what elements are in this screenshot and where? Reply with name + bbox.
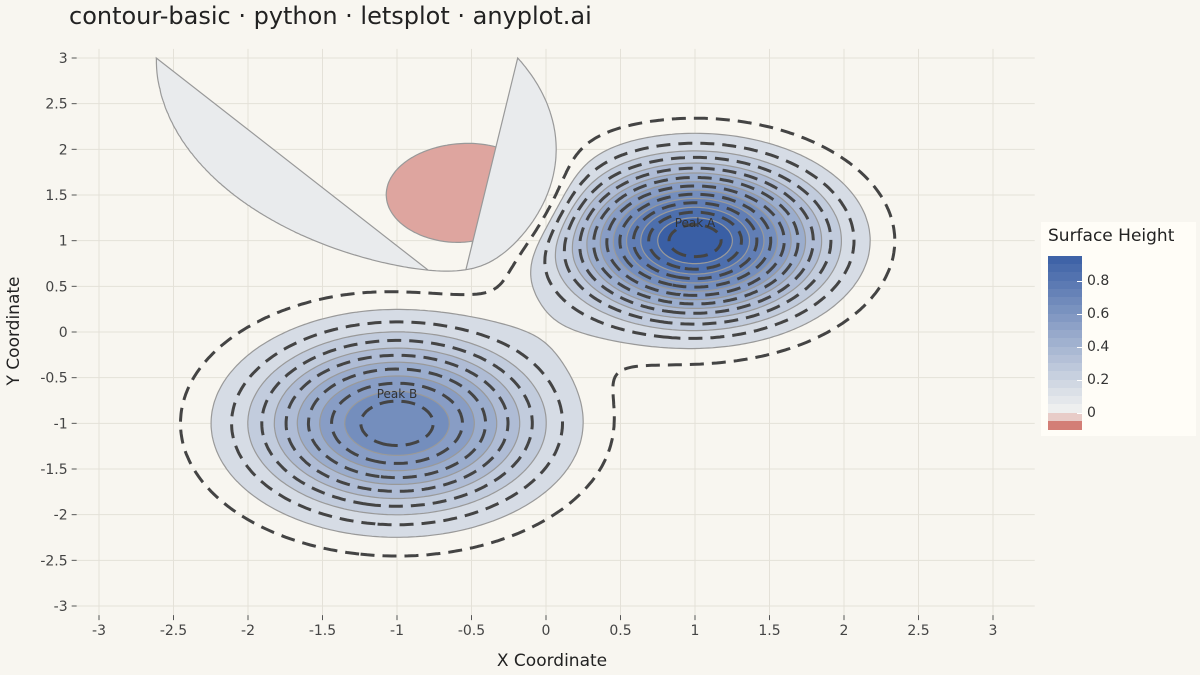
y-tick-label: -1: [54, 416, 68, 432]
y-tick-label: -1.5: [40, 462, 67, 478]
legend-color-band: [1048, 330, 1082, 339]
peak-label: Peak A: [675, 216, 716, 230]
legend-color-band: [1048, 264, 1082, 274]
legend-tick: [1077, 379, 1082, 381]
dashed-contour-line: [330, 184, 786, 465]
contour-band: [155, 56, 557, 272]
legend-color-band: [1048, 346, 1082, 356]
x-tick-label: 3: [989, 623, 998, 639]
legend-color-band: [1048, 305, 1082, 315]
y-tick-label: -0.5: [40, 371, 67, 387]
legend-colorbar: [1048, 256, 1082, 430]
dashed-contour-line: [306, 176, 800, 480]
x-tick-label: 1.5: [758, 623, 780, 639]
legend-color-band: [1048, 420, 1082, 430]
y-tick-label: 1: [59, 234, 68, 250]
y-tick-label: 2: [59, 142, 68, 158]
legend-color-band: [1048, 396, 1082, 405]
legend-color-band: [1048, 280, 1082, 290]
x-tick-label: -0.5: [458, 623, 485, 639]
legend-color-band: [1048, 272, 1082, 282]
legend-color-band: [1048, 412, 1082, 422]
legend-color-band: [1048, 387, 1082, 397]
dashed-contour-line: [260, 155, 833, 508]
y-tick-label: -2: [54, 508, 68, 524]
x-tick-label: -1: [390, 623, 404, 639]
x-tick-label: 2.5: [907, 623, 929, 639]
dashed-contours: [179, 116, 897, 558]
legend-tick: [1077, 313, 1082, 315]
legend-label: 0.8: [1087, 272, 1110, 289]
x-axis-ticks: -3 -2.5 -2 -1.5 -1 -0.5 0 0.5 1 1.5 2 2.5 3: [92, 615, 997, 639]
x-tick-label: -2.5: [160, 623, 187, 639]
dashed-contour-line: [359, 192, 773, 447]
peak-annotations: Peak A Peak B: [377, 216, 716, 401]
legend-color-band: [1048, 256, 1082, 265]
legend-color-band: [1048, 297, 1082, 307]
y-tick-label: 2.5: [45, 97, 67, 113]
legend: Surface Height 0.8 0.6 0.4 0.2 0: [1041, 222, 1196, 436]
y-tick-label: 0.5: [45, 279, 67, 295]
dashed-contour-line: [647, 210, 744, 271]
legend-label: 0.4: [1087, 338, 1110, 355]
legend-color-band: [1048, 379, 1082, 389]
legend-color-band: [1048, 363, 1082, 372]
peak-label: Peak B: [377, 387, 418, 401]
x-tick-label: -2: [241, 623, 255, 639]
chart-title: contour-basic · python · letsplot · anyp…: [69, 2, 592, 30]
contour-fills: [155, 56, 871, 538]
dashed-contour-line: [284, 166, 815, 493]
y-tick-label: 0: [59, 325, 68, 341]
legend-color-band: [1048, 354, 1082, 364]
legend-title: Surface Height: [1048, 226, 1175, 246]
x-tick-label: 2: [840, 623, 849, 639]
x-tick-label: 0: [542, 623, 551, 639]
legend-color-band: [1048, 404, 1082, 414]
legend-tick: [1077, 412, 1082, 414]
legend-color-band: [1048, 288, 1082, 298]
x-axis-title: X Coordinate: [497, 651, 607, 671]
dashed-contour-line: [230, 141, 856, 527]
y-tick-label: 1.5: [45, 188, 67, 204]
x-tick-label: 0.5: [609, 623, 631, 639]
y-tick-label: -3: [54, 599, 68, 615]
x-tick-label: -3: [92, 623, 106, 639]
legend-tick: [1077, 346, 1082, 348]
legend-tick: [1077, 280, 1082, 282]
legend-color-band: [1048, 338, 1082, 348]
y-tick-label: -2.5: [40, 553, 67, 569]
legend-color-band: [1048, 321, 1082, 331]
x-tick-label: -1.5: [309, 623, 336, 639]
legend-label: 0: [1087, 404, 1096, 421]
dashed-contour-line: [632, 201, 759, 281]
y-axis-title: Y Coordinate: [4, 277, 24, 387]
legend-label: 0.6: [1087, 305, 1110, 322]
legend-color-band: [1048, 313, 1082, 323]
y-axis-ticks: 3 2.5 2 1.5 1 0.5 0 -0.5 -1 -1.5 -2 -2.5 -3: [40, 51, 77, 615]
dashed-contour-line: [179, 116, 897, 558]
legend-color-band: [1048, 371, 1082, 381]
x-tick-label: 1: [691, 623, 700, 639]
y-tick-label: 3: [59, 51, 68, 67]
legend-label: 0.2: [1087, 371, 1110, 388]
